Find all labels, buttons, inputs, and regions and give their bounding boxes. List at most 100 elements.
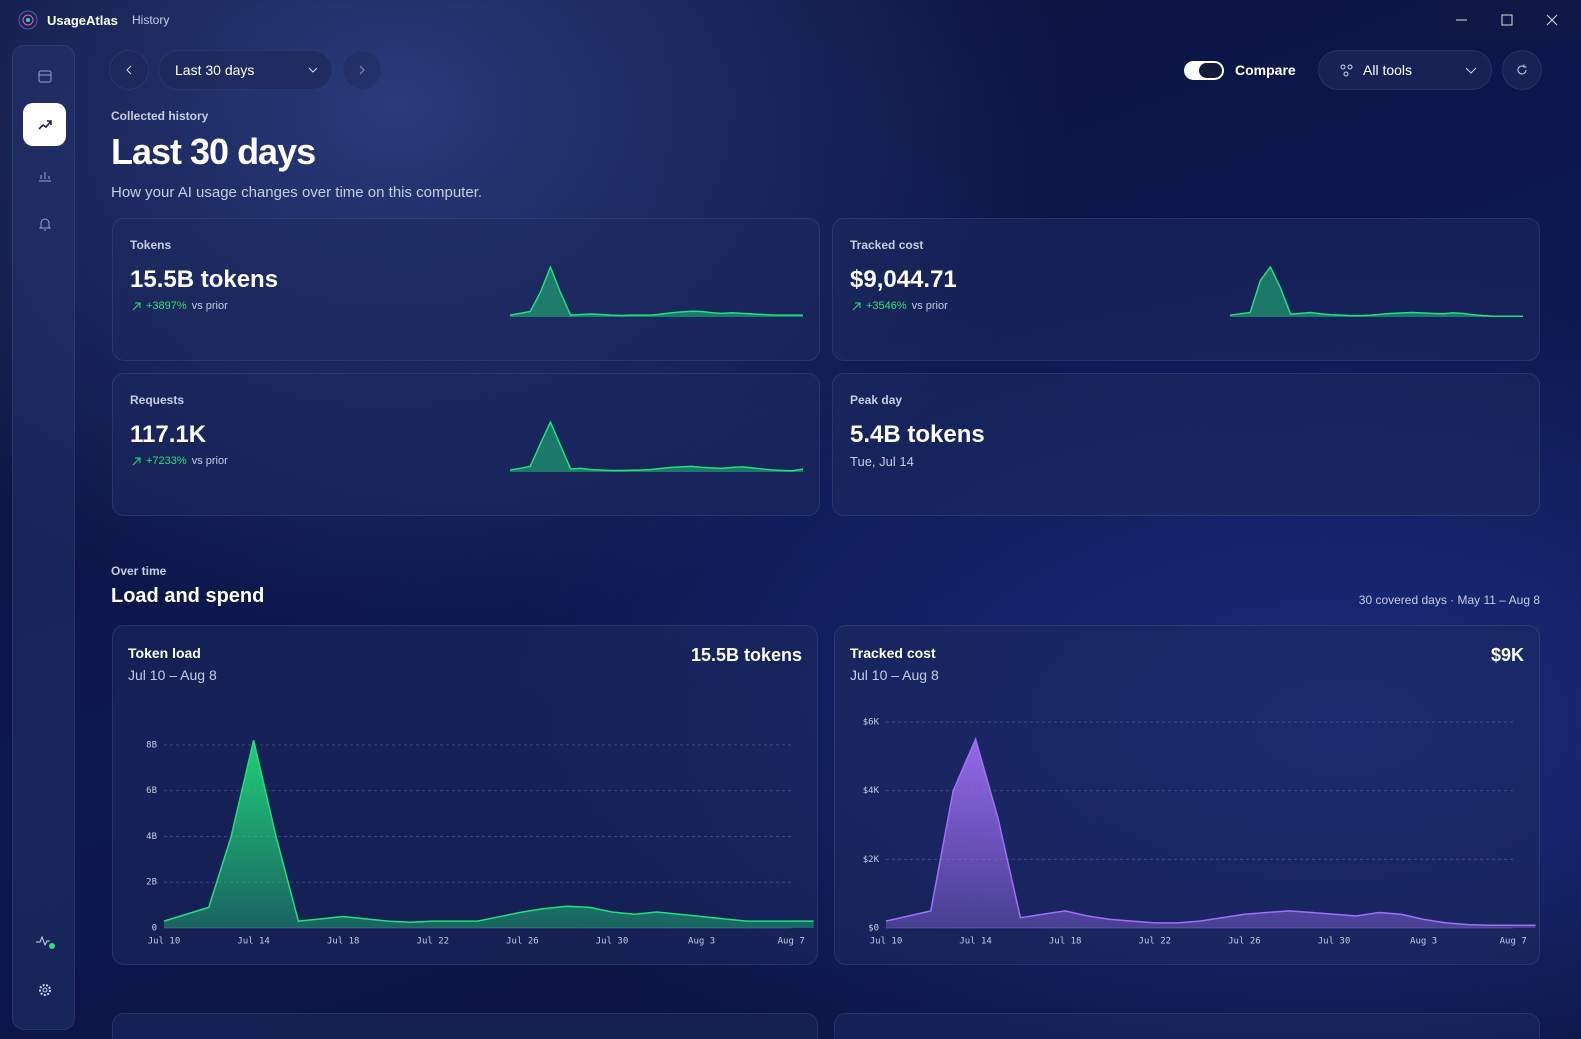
prev-button[interactable] bbox=[109, 50, 149, 90]
trend-arrow bbox=[852, 302, 861, 310]
sparkline-line bbox=[509, 421, 804, 472]
next-card bbox=[834, 1013, 1540, 1039]
chart: 0 2B 4B 6B 8B Jul 10 Jul 14 Jul 18 Jul 22 Jul 26 J… bbox=[146, 740, 814, 947]
stat-value: 5.4B tokens bbox=[850, 421, 985, 448]
tools-select[interactable]: All tools bbox=[1318, 50, 1492, 90]
area bbox=[164, 740, 814, 928]
stat-label: Tracked cost bbox=[850, 238, 924, 252]
y-tick-label: $0 bbox=[868, 924, 879, 934]
sidebar bbox=[12, 45, 75, 1030]
sparkline bbox=[509, 421, 804, 472]
chart: $0 $2K $4K $6K Jul 10 Jul 14 Jul 18 Jul 22 Jul 2… bbox=[863, 718, 1536, 947]
trend-icon bbox=[132, 457, 141, 465]
stat-value: 15.5B tokens bbox=[130, 266, 279, 293]
stat-detail: Tue, Jul 14 bbox=[850, 454, 914, 469]
area bbox=[886, 739, 1536, 928]
window-controls bbox=[1440, 0, 1581, 40]
x-tick-label: Aug 7 bbox=[1500, 937, 1527, 947]
section-meta: 30 covered days · May 11 – Aug 8 bbox=[1358, 593, 1540, 607]
line bbox=[163, 740, 814, 924]
x-tick-label: Aug 3 bbox=[1410, 937, 1437, 947]
change-value: +3897% bbox=[146, 300, 187, 312]
page-subtitle: How your AI usage changes over time on t… bbox=[111, 184, 483, 201]
x-tick-label: Jul 26 bbox=[506, 937, 539, 947]
app-name: UsageAtlas bbox=[47, 13, 118, 28]
stat-label: Requests bbox=[130, 393, 185, 407]
y-tick-label: $4K bbox=[863, 786, 880, 796]
x-tick-label: Jul 30 bbox=[596, 937, 629, 947]
sparkline-line bbox=[1229, 266, 1523, 318]
tools-value: All tools bbox=[1363, 62, 1413, 78]
range-value: Last 30 days bbox=[175, 62, 255, 78]
app-logo bbox=[18, 10, 38, 30]
next-card bbox=[112, 1013, 818, 1039]
trend-arrow bbox=[132, 302, 141, 310]
eyebrow: Collected history bbox=[111, 109, 209, 123]
x-tick-label: Jul 10 bbox=[148, 937, 181, 947]
compare-toggle[interactable] bbox=[1184, 61, 1224, 80]
page-title: Last 30 days bbox=[111, 131, 316, 172]
window-buttons[interactable] bbox=[1440, 0, 1581, 40]
x-tick-label: Jul 10 bbox=[870, 937, 903, 947]
x-tick-label: Jul 30 bbox=[1318, 937, 1351, 947]
sparkline-area bbox=[1230, 267, 1523, 317]
y-tick-label: 2B bbox=[146, 878, 157, 888]
stat-card: Tokens 15.5B tokens +3897% vs prior bbox=[112, 218, 820, 361]
x-tick-label: Jul 14 bbox=[237, 937, 270, 947]
sparkline-area bbox=[510, 422, 803, 472]
stat-change: +7233% vs prior bbox=[132, 455, 228, 467]
change-value: +7233% bbox=[146, 455, 187, 467]
x-tick-label: Jul 18 bbox=[1049, 937, 1082, 947]
stat-change: +3546% vs prior bbox=[852, 300, 948, 312]
title-bar: UsageAtlas History bbox=[0, 0, 1581, 40]
stat-change: +3897% vs prior bbox=[132, 300, 228, 312]
next-button[interactable] bbox=[342, 50, 382, 90]
sparkline-area bbox=[510, 267, 803, 317]
stat-card: Peak day 5.4B tokens Tue, Jul 14 bbox=[832, 373, 1540, 516]
trend-icon bbox=[132, 302, 141, 310]
y-tick-label: 8B bbox=[146, 740, 157, 750]
x-tick-label: Aug 7 bbox=[778, 937, 805, 947]
nav-stats[interactable] bbox=[23, 153, 66, 196]
y-tick-label: 0 bbox=[152, 924, 157, 934]
x-tick-label: Jul 22 bbox=[1139, 937, 1172, 947]
chart-total: 15.5B tokens bbox=[690, 645, 802, 665]
stat-label: Tokens bbox=[130, 238, 172, 252]
change-suffix: vs prior bbox=[191, 455, 228, 467]
compare-label: Compare bbox=[1235, 62, 1296, 78]
chart-total: $9K bbox=[1490, 645, 1524, 665]
section-title: Load and spend bbox=[111, 585, 265, 607]
stat-label: Peak day bbox=[850, 393, 903, 407]
x-tick-label: Aug 3 bbox=[688, 937, 715, 947]
line bbox=[885, 736, 1536, 927]
stat-value: 117.1K bbox=[130, 421, 207, 448]
stat-value: $9,044.71 bbox=[850, 266, 957, 293]
window-title: History bbox=[132, 13, 170, 27]
y-tick-label: $2K bbox=[863, 855, 880, 865]
x-tick-label: Jul 18 bbox=[327, 937, 360, 947]
chart-card: Tracked cost Jul 10 – Aug 8 $9K $0 $2K $4K $6K… bbox=[834, 625, 1540, 965]
nav-settings[interactable] bbox=[23, 968, 66, 1011]
change-suffix: vs prior bbox=[191, 300, 228, 312]
range-select[interactable]: Last 30 days bbox=[158, 50, 333, 90]
sparkline bbox=[509, 266, 803, 317]
nav-activity[interactable] bbox=[23, 919, 66, 962]
y-tick-label: 4B bbox=[146, 832, 157, 842]
x-tick-label: Jul 14 bbox=[959, 937, 992, 947]
trend-arrow bbox=[132, 457, 141, 465]
sparkline bbox=[1229, 266, 1523, 318]
nav-calendar[interactable] bbox=[23, 54, 66, 97]
section-eyebrow: Over time bbox=[111, 564, 167, 578]
x-tick-label: Jul 22 bbox=[417, 937, 450, 947]
nav-history[interactable] bbox=[23, 103, 66, 146]
stat-card: Requests 117.1K +7233% vs prior bbox=[112, 373, 820, 516]
chart-card: Token load Jul 10 – Aug 8 15.5B tokens 0 2B 4… bbox=[112, 625, 818, 965]
y-tick-label: 6B bbox=[146, 786, 157, 796]
nav-alerts[interactable] bbox=[23, 202, 66, 245]
y-tick-label: $6K bbox=[863, 718, 880, 728]
refresh-button[interactable] bbox=[1502, 50, 1542, 90]
stat-card: Tracked cost $9,044.71 +3546% vs prior bbox=[832, 218, 1540, 361]
chart-subtitle: Jul 10 – Aug 8 bbox=[850, 667, 939, 683]
trend-icon bbox=[852, 302, 861, 310]
